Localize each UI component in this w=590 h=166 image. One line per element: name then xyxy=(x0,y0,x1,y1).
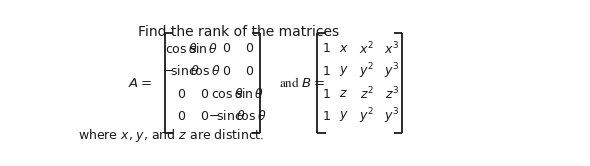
Text: $A =$: $A =$ xyxy=(127,77,152,90)
Text: $y^2$: $y^2$ xyxy=(359,107,374,126)
Text: $y^2$: $y^2$ xyxy=(359,61,374,81)
Text: $\cos\theta$: $\cos\theta$ xyxy=(165,42,198,56)
Text: $\cos\theta$: $\cos\theta$ xyxy=(188,64,220,78)
Text: $\cos\theta$: $\cos\theta$ xyxy=(234,109,266,124)
Text: $0$: $0$ xyxy=(176,110,186,123)
Text: $0$: $0$ xyxy=(176,87,186,101)
Text: $x$: $x$ xyxy=(339,42,349,55)
Text: $z^3$: $z^3$ xyxy=(385,86,399,102)
Text: $0$: $0$ xyxy=(222,42,231,55)
Text: $\sin\theta$: $\sin\theta$ xyxy=(189,42,219,56)
Text: $y^3$: $y^3$ xyxy=(384,107,399,126)
Text: $1$: $1$ xyxy=(322,65,330,78)
Text: $y$: $y$ xyxy=(339,64,349,78)
Text: $1$: $1$ xyxy=(322,110,330,123)
Text: $y$: $y$ xyxy=(339,109,349,124)
Text: $z$: $z$ xyxy=(339,88,348,100)
Text: $z^2$: $z^2$ xyxy=(359,86,373,102)
Text: $0$: $0$ xyxy=(199,110,209,123)
Text: $y^3$: $y^3$ xyxy=(384,61,399,81)
Text: $0$: $0$ xyxy=(245,65,254,78)
Text: $-\!\sin\theta$: $-\!\sin\theta$ xyxy=(208,109,246,124)
Text: $1$: $1$ xyxy=(322,87,330,101)
Text: $0$: $0$ xyxy=(245,42,254,55)
Text: $1$: $1$ xyxy=(322,42,330,55)
Text: and $B =$: and $B =$ xyxy=(278,76,324,90)
Text: where $x$, $y$, and $z$ are distinct.: where $x$, $y$, and $z$ are distinct. xyxy=(78,127,265,144)
Text: $x^2$: $x^2$ xyxy=(359,40,374,57)
Text: Find the rank of the matrices: Find the rank of the matrices xyxy=(138,25,339,39)
Text: $0$: $0$ xyxy=(222,65,231,78)
Text: $-\!\sin\theta$: $-\!\sin\theta$ xyxy=(162,64,200,78)
Text: $\cos\theta$: $\cos\theta$ xyxy=(211,87,243,101)
Text: $\sin\theta$: $\sin\theta$ xyxy=(235,87,264,101)
Text: $0$: $0$ xyxy=(199,87,209,101)
Text: $x^3$: $x^3$ xyxy=(384,40,399,57)
